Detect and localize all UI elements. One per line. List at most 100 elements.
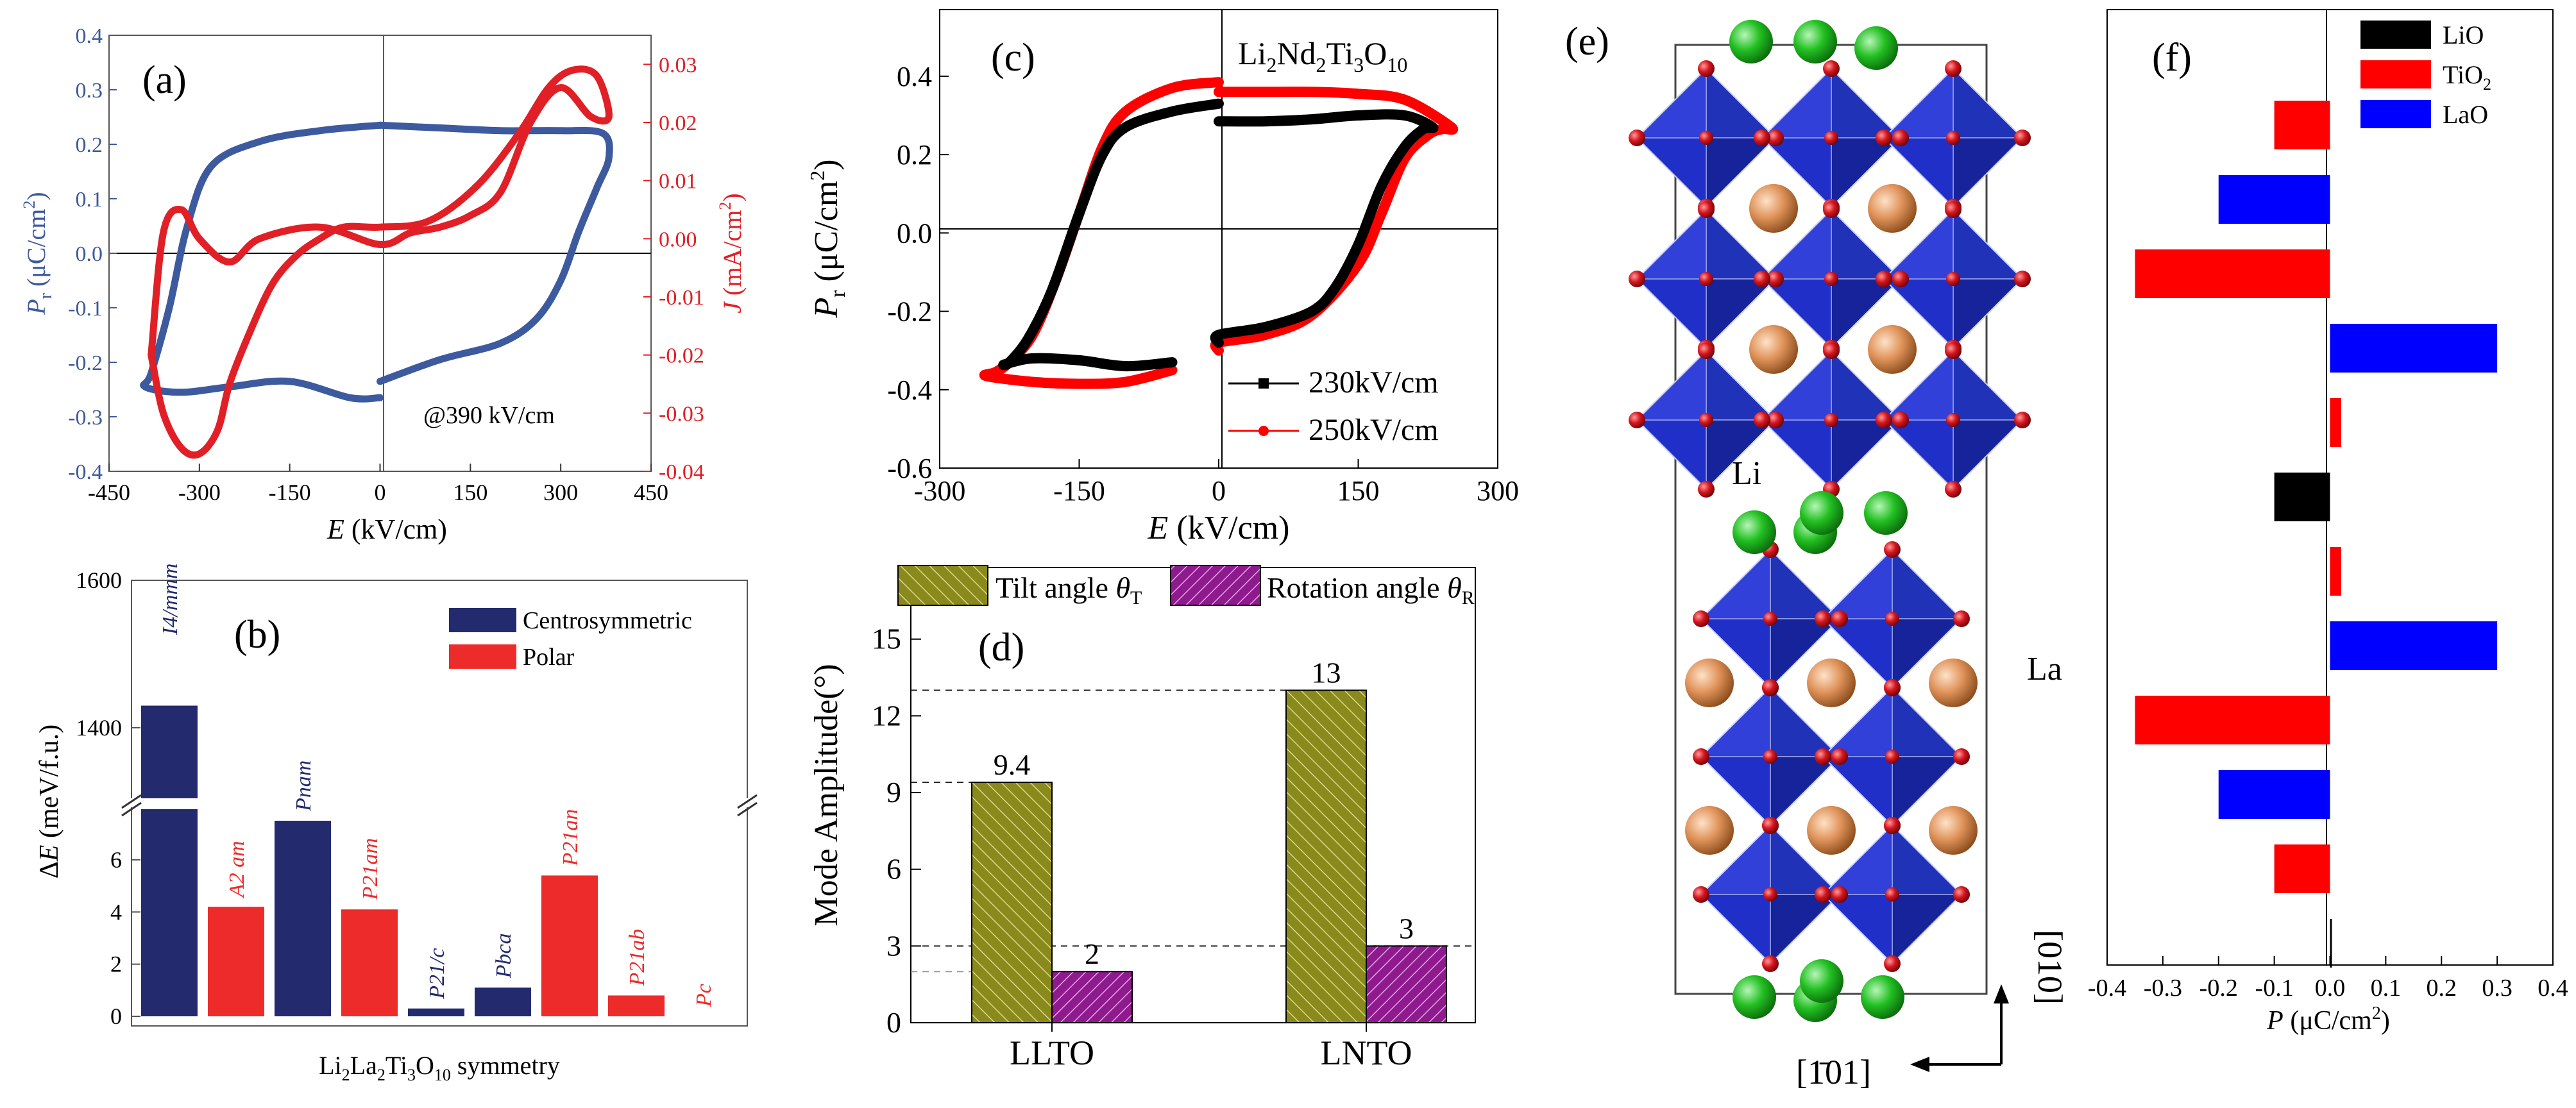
a-series-left-1	[377, 121, 613, 385]
b-ytick-label: 2	[110, 952, 122, 977]
panel-c: -300 -150 0 150 300 -0.6 -0.4 -0.2 0.0 0.2 0.4 (c…	[806, 9, 1519, 546]
e-oxygen-atom	[1693, 748, 1709, 765]
e-oxygen-atom	[1754, 130, 1770, 146]
d-bar-value-label: 3	[1399, 912, 1414, 944]
f-bar-TiO2-2	[2135, 249, 2330, 298]
a-annotation: @390 kV/cm	[423, 402, 555, 429]
f-bar-LaO-7	[2330, 621, 2498, 670]
b-ytick-label: 0	[110, 1003, 122, 1029]
b-legend-swatch-polar	[449, 644, 516, 669]
e-octahedron-upper	[1761, 67, 1902, 208]
e-lithium-atom	[1800, 491, 1843, 535]
f-xtick-label: -0.3	[2144, 975, 2182, 1002]
e-lanthanum-atom	[1685, 659, 1734, 707]
f-xlabel: P (μC/cm2)	[2266, 1003, 2390, 1036]
e-lanthanum-atom	[1749, 184, 1798, 233]
e-oxygen-atom	[1698, 60, 1715, 77]
c-series-1-branch-0	[979, 77, 1224, 389]
a-ylabel-left: Pr (μC/cm2)	[20, 192, 56, 315]
e-oxygen-atom	[1699, 272, 1713, 286]
b-ytick-label: 6	[110, 847, 122, 873]
b-xlabel: Li2La2Ti3O10 symmetry	[319, 1051, 560, 1084]
f-bar-TiO2-4	[2330, 398, 2341, 447]
c-xticks: -300 -150 0 150 300	[914, 459, 1519, 507]
d-xtick-label: LLTO	[1010, 1034, 1094, 1072]
a-ytick-right-label: 0.03	[659, 53, 697, 77]
panel-b: 0 2 4 6 1400 1600 I4/mmm A2 am Pnam P21am P21/c Pb…	[35, 564, 776, 1084]
d-panel-label: (d)	[978, 626, 1024, 669]
c-xtick-label: 0	[1212, 475, 1226, 507]
b-bars: I4/mmm A2 am Pnam P21am P21/c Pbca P21an P21ab P…	[141, 564, 716, 1016]
a-xticks: -450 -300 -150 0 150 300 450	[88, 464, 668, 505]
a-ytick-left-label: 0.1	[76, 188, 103, 212]
e-octahedron-lower	[1822, 824, 1963, 965]
d-ytick-label: 15	[872, 623, 901, 655]
e-oxygen-atom	[1699, 131, 1713, 145]
e-oxygen-atom	[1884, 541, 1901, 558]
a-ytick-right-label: -0.02	[659, 344, 704, 368]
e-label-li: Li	[1732, 455, 1761, 492]
e-oxygen-atom	[1823, 201, 1840, 218]
c-series-0-branch-0	[998, 98, 1224, 372]
e-octahedron-upper	[1636, 67, 1777, 208]
e-oxygen-atom	[1831, 886, 1848, 903]
e-lanthanum-atom	[1929, 659, 1978, 707]
e-oxygen-atom	[1946, 131, 1960, 145]
a-ytick-left-label: 0.4	[76, 24, 103, 48]
f-xtick-label: -0.2	[2199, 975, 2238, 1002]
panel-d: 0 3 6 9 12 15 9.4 2 13 3 LLTO LNTO (d) Tilt angle…	[808, 565, 1476, 1072]
a-ytick-right-label: -0.01	[659, 286, 704, 310]
e-oxygen-atom	[1876, 271, 1892, 287]
a-xtick-label: 0	[375, 480, 386, 505]
b-bar-0-lower	[141, 809, 198, 1016]
d-bar-LNTO-0	[1285, 689, 1367, 1024]
e-oxygen-atom	[1763, 612, 1777, 626]
e-oxygen-atom	[1876, 412, 1892, 428]
c-ytick-label: -0.2	[887, 296, 932, 328]
e-oxygen-atom	[1824, 131, 1838, 145]
b-legend: Centrosymmetric Polar	[449, 607, 692, 671]
e-octahedron-lower	[1822, 548, 1963, 689]
e-oxygen-atom	[1762, 955, 1779, 972]
b-bar-6	[541, 875, 598, 1016]
b-bar-label-6: P21an	[559, 809, 582, 867]
d-bar-value-label: 9.4	[994, 748, 1031, 781]
c-xtick-label: 300	[1477, 475, 1519, 507]
e-oxygen-atom	[1763, 887, 1777, 902]
b-ylabel: ΔE (meV/f.u.)	[35, 725, 64, 878]
f-bar-TiO2-8	[2135, 696, 2330, 744]
c-legend: 230kV/cm 250kV/cm	[1228, 365, 1439, 447]
c-xtick-label: -300	[914, 475, 966, 507]
f-legend-swatch-lao	[2360, 100, 2431, 128]
c-curves	[979, 77, 1459, 389]
e-octahedron-upper	[1636, 349, 1777, 491]
a-xlabel: E (kV/cm)	[326, 514, 447, 545]
e-axis-vert-arrowhead	[1994, 984, 2009, 1003]
e-oxygen-atom	[1892, 271, 1909, 287]
e-oxygen-atom	[1885, 750, 1899, 764]
f-bars	[2135, 101, 2498, 968]
f-bar-TiO2-10	[2274, 844, 2330, 893]
e-oxygen-atom	[1953, 748, 1970, 765]
a-ytick-left-label: -0.2	[68, 351, 103, 375]
c-title: Li2Nd2Ti3O10	[1238, 35, 1407, 76]
e-oxygen-atom	[2014, 271, 2031, 287]
a-ytick-right-label: 0.01	[659, 170, 697, 194]
c-series-0-branch-1	[1210, 109, 1439, 348]
b-bar-label-1: A2 am	[225, 841, 249, 898]
a-ytick-right-label: -0.03	[659, 402, 704, 426]
f-legend-label-tio2: TiO2	[2443, 60, 2491, 94]
f-xtick-label: -0.4	[2088, 975, 2126, 1002]
f-bar-LiO-5	[2274, 473, 2330, 521]
c-ytick-label: -0.4	[887, 374, 932, 406]
e-panel-label: (e)	[1565, 20, 1609, 63]
e-oxygen-atom	[1762, 679, 1779, 696]
e-oxygen-atom	[1815, 610, 1831, 627]
a-ytick-right-label: -0.04	[659, 460, 704, 484]
e-oxygen-atom	[1953, 886, 1970, 903]
e-oxygen-atom	[1945, 201, 1962, 218]
a-xtick-label: -150	[269, 480, 311, 505]
c-series-1-branch-1	[1210, 87, 1459, 356]
c-legend-label-250: 250kV/cm	[1309, 413, 1439, 447]
